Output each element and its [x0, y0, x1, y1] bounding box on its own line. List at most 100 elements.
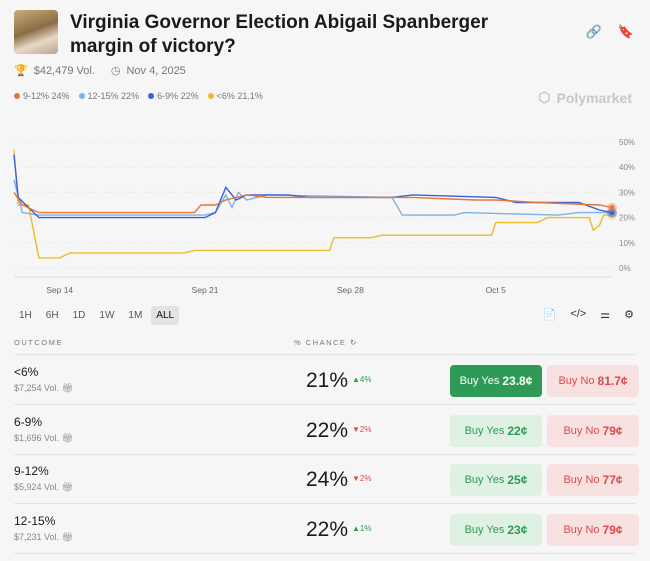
legend-item: 12-15% 22% [78, 91, 140, 101]
outcome-chance: 22% [306, 418, 349, 442]
market-avatar [14, 10, 58, 54]
label: $1,696 Vol. [14, 432, 60, 443]
volume: $42,479 Vol. [33, 64, 95, 77]
chance-delta: ▲1% [352, 523, 372, 533]
x-tick-label: Sep 28 [337, 285, 364, 295]
buy-no-button[interactable]: Buy No 77¢ [547, 464, 639, 496]
gift-icon: 🎁︎ [61, 531, 73, 542]
x-tick-label: Sep 14 [46, 285, 73, 295]
outcome-name: 12-15% [14, 513, 56, 528]
outcome-volume: $5,924 Vol. 🎁︎ [14, 482, 73, 493]
chance-delta: ▼2% [352, 474, 372, 483]
gear-icon[interactable]: ⚙ [624, 309, 634, 321]
buy-yes-button[interactable]: Buy Yes 25¢ [450, 464, 542, 496]
label: Buy Yes [459, 375, 500, 387]
legend-item: 6-9% 22% [148, 91, 199, 101]
gift-icon: 🎁︎ [61, 432, 73, 443]
outcome-name: <6% [14, 365, 39, 379]
y-tick-label: 20% [619, 214, 635, 223]
label: Buy Yes [464, 474, 505, 486]
range-1d[interactable]: 1D [72, 310, 86, 321]
outcome-row[interactable]: 9-12% $5,924 Vol. 🎁︎ 24% ▼2% Buy Yes 25¢ … [14, 455, 639, 504]
legend-dot [78, 93, 85, 99]
outcome-chance: 24% [306, 468, 349, 491]
legend-item: <6% 21.1% [207, 91, 263, 101]
embed-code-icon[interactable]: </> [570, 308, 587, 320]
legend-item: 9-12% 24% [14, 91, 70, 101]
outcome-row[interactable]: 12-15% $7,231 Vol. 🎁︎ 22% ▲1% Buy Yes 23¢… [14, 505, 639, 554]
series-line [13, 192, 613, 214]
legend-label: <6% 21.1% [216, 91, 263, 101]
polymarket-logo-icon: ⬡ [538, 89, 551, 105]
clock-icon: ◷ [110, 65, 121, 77]
bookmark-icon[interactable]: 🔖 [617, 24, 634, 39]
legend-label: 6-9% 22% [157, 91, 199, 101]
outcome-volume: $7,254 Vol. 🎁︎ [14, 383, 73, 394]
label: Buy Yes [464, 424, 505, 437]
buy-yes-button[interactable]: Buy Yes 22¢ [450, 414, 542, 447]
series-line [13, 154, 613, 219]
outcome-header: OUTCOME [14, 338, 63, 347]
y-tick-label: 30% [619, 188, 635, 197]
chart-legend: 9-12% 24% 12-15% 22% 6-9% 22% <6% 21.1% [14, 91, 263, 101]
series-end-point [609, 210, 615, 216]
legend-label: 12-15% 22% [87, 91, 140, 101]
buy-no-button[interactable]: Buy No 81.7¢ [547, 365, 639, 397]
settings-sliders-icon[interactable]: ⚌ [600, 309, 611, 321]
outcome-row[interactable]: <6% $7,254 Vol. 🎁︎ 21% ▲4% Buy Yes 23.8¢ … [14, 356, 639, 405]
outcome-name: 9-12% [14, 464, 49, 478]
buy-no-button[interactable]: Buy No 79¢ [547, 513, 639, 546]
legend-label: 9-12% 24% [23, 91, 70, 101]
link-icon[interactable]: 🔗 [585, 24, 602, 39]
outcome-chance: 22% [306, 517, 349, 541]
range-6h[interactable]: 6H [45, 310, 59, 321]
y-tick-label: 40% [619, 163, 635, 172]
label: Buy No [563, 523, 600, 536]
label: $7,254 Vol. [14, 383, 60, 393]
table-header: OUTCOME % CHANCE ↻ [14, 338, 636, 355]
outcome-volume: $1,696 Vol. 🎁︎ [14, 433, 73, 444]
label: Buy No [563, 424, 600, 437]
page-title: Virginia Governor Election Abigail Spanb… [70, 12, 489, 57]
x-tick-label: Sep 21 [192, 285, 219, 295]
outcome-volume: $7,231 Vol. 🎁︎ [14, 532, 73, 543]
range-1w[interactable]: 1W [99, 310, 115, 321]
label: $5,924 Vol. [14, 482, 60, 492]
series-end-point [609, 205, 615, 211]
y-tick-label: 0% [619, 264, 631, 273]
label: Buy No [558, 375, 595, 387]
series-line [13, 179, 612, 216]
trophy-icon: 🏆 [14, 65, 28, 77]
outcome-row[interactable]: 6-9% $1,696 Vol. 🎁︎ 22% ▼2% Buy Yes 22¢ B… [14, 406, 639, 455]
end-date: Nov 4, 2025 [126, 64, 186, 77]
range-1h[interactable]: 1H [19, 310, 32, 321]
series-line [13, 149, 613, 259]
market-header: Virginia Governor Election Abigail Spanb… [14, 10, 510, 59]
legend-dot [148, 93, 155, 99]
outcome-name: 6-9% [14, 414, 43, 429]
chance-delta: ▲4% [352, 375, 372, 384]
gift-icon: 🎁︎ [61, 383, 73, 393]
y-tick-label: 50% [619, 138, 635, 147]
chance-delta: ▼2% [352, 424, 372, 434]
label: $7,231 Vol. [14, 531, 60, 542]
legend-dot [14, 93, 20, 99]
chance-header: % CHANCE [294, 338, 347, 347]
y-tick-label: 10% [619, 239, 635, 248]
outcome-chance: 21% [306, 369, 349, 392]
range-all[interactable]: ALL [151, 306, 180, 325]
gift-icon: 🎁︎ [61, 482, 73, 492]
buy-no-button[interactable]: Buy No 79¢ [547, 414, 639, 447]
legend-dot [207, 93, 214, 99]
brand-logo: ⬡ Polymarket [538, 89, 632, 106]
label: Buy Yes [464, 523, 505, 536]
label: Buy No [563, 474, 600, 486]
buy-yes-button[interactable]: Buy Yes 23.8¢ [450, 365, 542, 397]
x-tick-label: Oct 5 [486, 285, 507, 295]
time-range-selector: 1H 6H 1D 1W 1M ALL [14, 306, 180, 325]
buy-yes-button[interactable]: Buy Yes 23¢ [450, 513, 542, 546]
document-icon[interactable]: 📄 [542, 309, 557, 321]
price-chart[interactable]: 0% 10% 20% 30% 40% 50% Sep 14 Sep 21 Sep 28 Oct 5 [0, 125, 650, 295]
range-1m[interactable]: 1M [128, 310, 143, 321]
refresh-icon[interactable]: ↻ [350, 338, 358, 347]
